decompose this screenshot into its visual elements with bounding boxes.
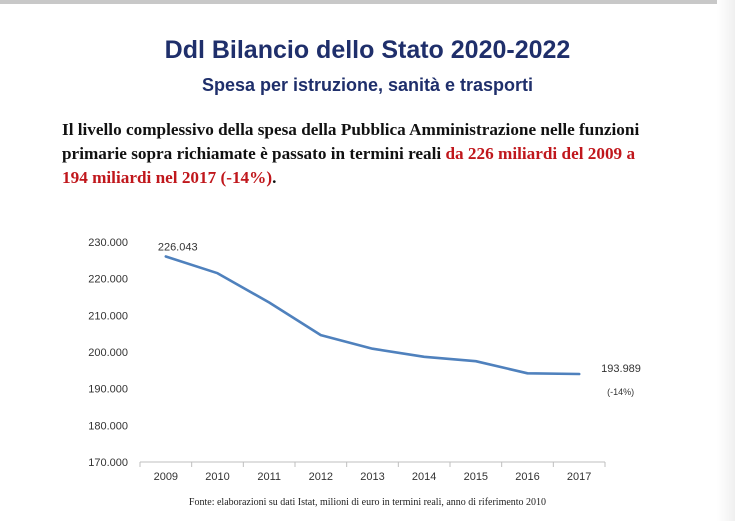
summary-statement: Il livello complessivo della spesa della… bbox=[62, 118, 662, 190]
page-edge-shadow bbox=[717, 0, 735, 521]
line-chart: 170.000 180.000 190.000 200.000 210.000 220.0… bbox=[88, 237, 641, 483]
y-tick-label: 190.000 bbox=[88, 384, 128, 396]
statement-highlight: da 226 miliardi del 2009 a 194 miliardi … bbox=[62, 144, 636, 187]
x-tick-label: 2017 bbox=[567, 471, 591, 483]
last-change-label: (-14%) bbox=[607, 387, 634, 397]
x-tick-label: 2010 bbox=[205, 471, 229, 483]
y-tick-label: 200.000 bbox=[88, 347, 128, 359]
y-tick-label: 210.000 bbox=[88, 310, 128, 322]
y-tick-label: 220.000 bbox=[88, 274, 128, 286]
page-subtitle: Spesa per istruzione, sanità e trasporti bbox=[201, 75, 534, 95]
x-tick-label: 2009 bbox=[154, 471, 178, 483]
x-tick-label: 2014 bbox=[412, 471, 436, 483]
source-note: Fonte: elaborazioni su dati Istat, milio… bbox=[188, 497, 547, 508]
y-tick-label: 230.000 bbox=[88, 237, 128, 249]
statement-text: Il livello complessivo della spesa della… bbox=[62, 120, 640, 163]
top-border bbox=[0, 0, 735, 4]
statement-end: . bbox=[272, 168, 277, 187]
x-tick-label: 2013 bbox=[360, 471, 384, 483]
x-tick-label: 2012 bbox=[309, 471, 333, 483]
last-value-label: 193.989 bbox=[601, 363, 641, 375]
y-tick-label: 170.000 bbox=[88, 457, 128, 469]
x-tick-label: 2015 bbox=[464, 471, 488, 483]
x-tick-label: 2016 bbox=[515, 471, 539, 483]
first-value-label: 226.043 bbox=[158, 242, 198, 254]
x-tick-label: 2011 bbox=[257, 471, 281, 483]
series-line bbox=[164, 255, 581, 376]
y-tick-label: 180.000 bbox=[88, 420, 128, 432]
page-title: Ddl Bilancio dello Stato 2020-2022 bbox=[164, 36, 571, 64]
